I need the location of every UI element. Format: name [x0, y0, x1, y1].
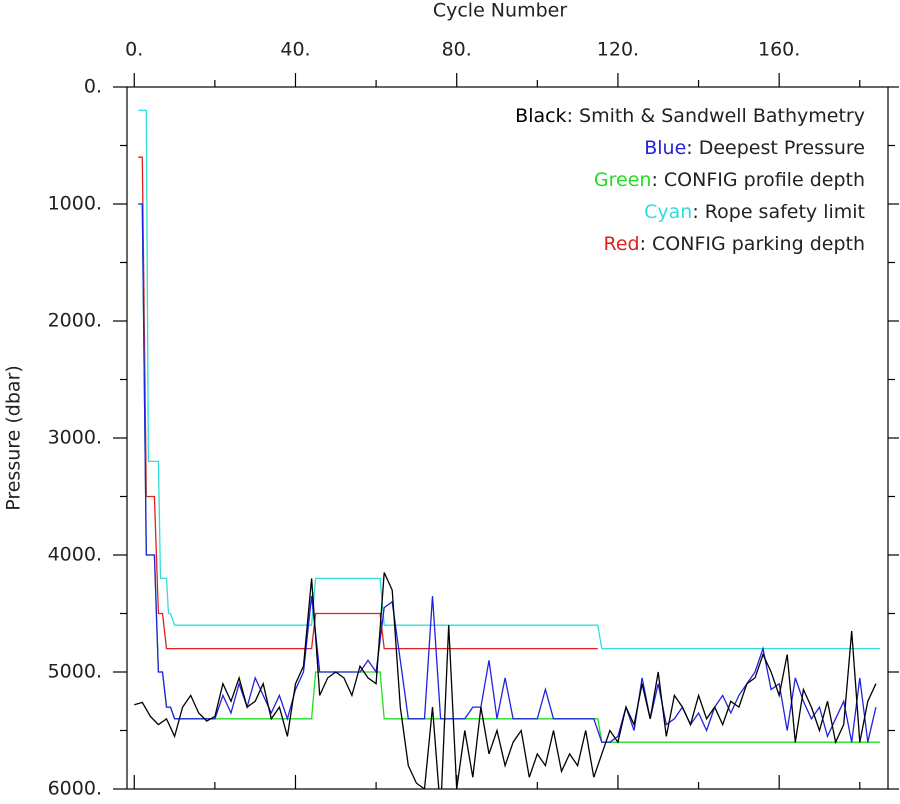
series-line [138, 109, 880, 650]
x-tick-label: 120. [597, 39, 639, 61]
legend-entry: Black: Smith & Sandwell Bathymetry [515, 105, 865, 127]
legend-color-word: Cyan [644, 201, 692, 223]
legend-entry: Red: CONFIG parking depth [603, 233, 865, 255]
y-tick-label: 0. [84, 76, 102, 98]
y-tick-label: 1000. [48, 193, 102, 215]
series-line [138, 203, 877, 743]
x-tick-label: 0. [125, 39, 143, 61]
x-axis-label: Cycle Number [433, 0, 567, 22]
legend-color-word: Blue [644, 137, 686, 159]
legend-description: : Rope safety limit [692, 201, 865, 223]
legend-color-word: Red [603, 233, 639, 255]
legend-entry: Green: CONFIG profile depth [594, 169, 865, 191]
plot-area [134, 109, 880, 789]
y-tick-label: 5000. [48, 661, 102, 683]
legend-description: : CONFIG profile depth [651, 169, 865, 191]
y-tick-label: 2000. [48, 310, 102, 332]
series-line [138, 156, 598, 650]
legend-entry: Blue: Deepest Pressure [644, 137, 865, 159]
legend-entry: Cyan: Rope safety limit [644, 201, 865, 223]
series-line [138, 203, 880, 743]
x-tick-label: 80. [442, 39, 472, 61]
legend-color-word: Black [515, 105, 566, 127]
series-line [134, 572, 877, 789]
y-axis-label: Pressure (dbar) [3, 365, 25, 511]
legend-description: : Smith & Sandwell Bathymetry [567, 105, 865, 127]
legend-description: : Deepest Pressure [686, 137, 865, 159]
legend-description: : CONFIG parking depth [640, 233, 865, 255]
x-tick-label: 40. [280, 39, 310, 61]
legend-color-word: Green [594, 169, 652, 191]
x-tick-label: 160. [758, 39, 800, 61]
y-tick-label: 4000. [48, 544, 102, 566]
y-tick-label: 6000. [48, 778, 102, 800]
y-tick-label: 3000. [48, 427, 102, 449]
